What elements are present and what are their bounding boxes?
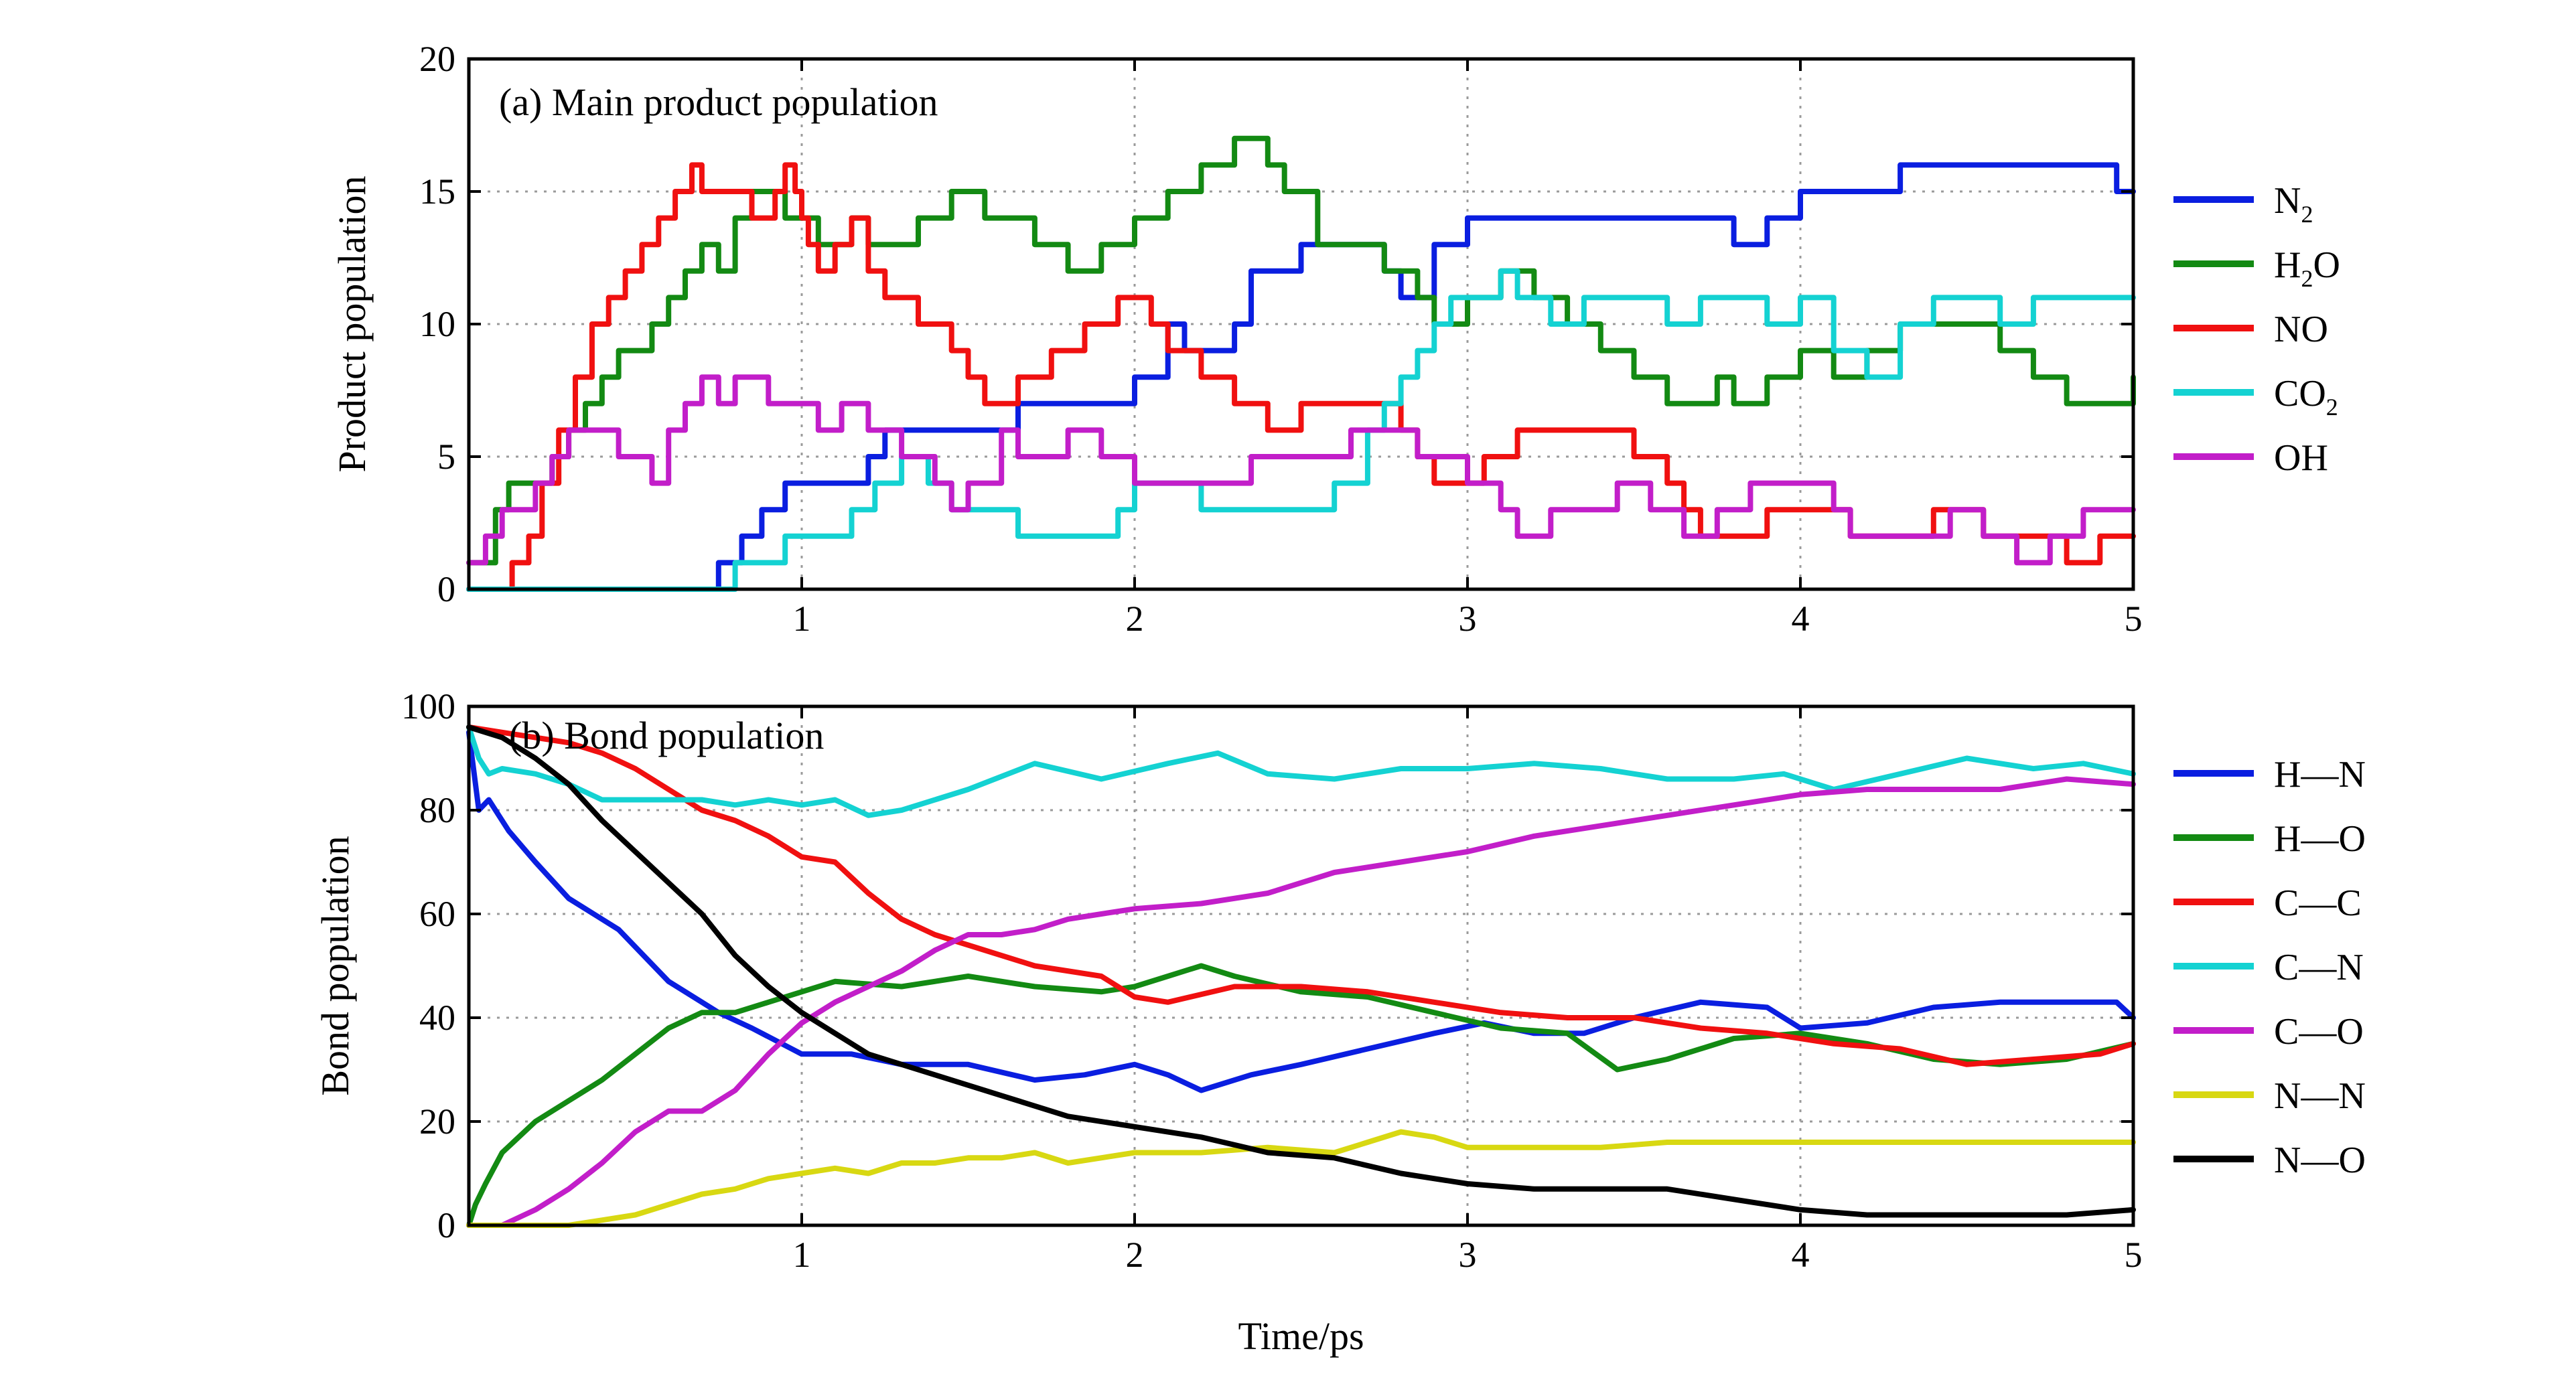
x-tick-label: 4 — [1792, 1235, 1810, 1275]
legend-label: N2 — [2274, 180, 2313, 228]
y-tick-label: 0 — [437, 1205, 455, 1245]
legend-label: H—O — [2274, 818, 2366, 860]
chart-b-title: (b) Bond population — [509, 714, 824, 757]
series-group-a — [466, 135, 2136, 592]
series-line-c-o — [466, 776, 2136, 1228]
plot-frame-b — [467, 704, 2135, 1227]
legend-label-text: H—N — [2274, 754, 2366, 795]
legend-item-h2o: H2O — [2173, 244, 2340, 292]
chart-b: 1 2 3 4 5 0 20 40 60 80 100 (b) Bond population Bo… — [313, 686, 2366, 1358]
y-tick-label: 15 — [419, 171, 455, 212]
y-tick-label: 0 — [437, 569, 455, 609]
x-tick-label: 5 — [2125, 1235, 2143, 1275]
ticks-b: 1 2 3 4 5 0 20 40 60 80 100 — [401, 686, 2143, 1275]
legend-label: NO — [2274, 309, 2328, 350]
legend-label: H—N — [2274, 754, 2366, 795]
legend-label: C—N — [2274, 947, 2364, 988]
legend-item-n-o: N—O — [2173, 1140, 2366, 1181]
y-tick-label: 20 — [419, 39, 455, 79]
legend-label-text: NO — [2274, 309, 2328, 350]
legend-label-text: N — [2274, 180, 2301, 222]
series-line-n2 — [466, 162, 2136, 592]
series-line-oh — [466, 374, 2136, 566]
series-line-c-c — [466, 724, 2136, 1067]
series-line-n-n — [466, 1129, 2136, 1228]
legend-label-text: C—O — [2274, 1011, 2364, 1053]
legend-item-h-o: H—O — [2173, 818, 2366, 860]
series-group-b — [466, 724, 2136, 1228]
legend-label-text: CO — [2274, 373, 2326, 414]
legend-label-subscript: 2 — [2326, 394, 2338, 420]
x-tick-label: 5 — [2125, 599, 2143, 639]
legend-item-oh: OH — [2173, 437, 2328, 479]
y-tick-label: 60 — [419, 894, 455, 934]
y-tick-label: 80 — [419, 790, 455, 830]
series-line-h-n — [466, 729, 2136, 1093]
x-tick-label: 1 — [793, 599, 811, 639]
y-tick-label: 5 — [437, 437, 455, 477]
legend-label: OH — [2274, 437, 2328, 479]
legend-label-text: H—O — [2274, 818, 2366, 860]
legend-label: H2O — [2274, 244, 2340, 292]
x-tick-label: 1 — [793, 1235, 811, 1275]
x-tick-label: 3 — [1459, 1235, 1477, 1275]
legend-item-no: NO — [2173, 309, 2328, 350]
legend-label-text: N—O — [2274, 1140, 2366, 1181]
legend-item-h-n: H—N — [2173, 754, 2366, 795]
y-tick-label: 40 — [419, 998, 455, 1038]
legend-label-text: H — [2274, 244, 2301, 286]
legend-label-text: N—N — [2274, 1075, 2366, 1117]
legend-label-subscript: 2 — [2301, 201, 2313, 228]
legend-label-text: OH — [2274, 437, 2328, 479]
legend-label: C—C — [2274, 882, 2362, 924]
legend-label: N—O — [2274, 1140, 2366, 1181]
legend-label: C—O — [2274, 1011, 2364, 1053]
legend-item-c-o: C—O — [2173, 1011, 2364, 1053]
legend-label-text: C—N — [2274, 947, 2364, 988]
x-tick-label: 2 — [1126, 1235, 1144, 1275]
legend-label-text: C—C — [2274, 882, 2362, 924]
x-tick-label: 2 — [1126, 599, 1144, 639]
legend-label-subscript: 2 — [2301, 265, 2313, 292]
legend-item-co2: CO2 — [2173, 373, 2338, 420]
series-line-h2o — [466, 135, 2136, 566]
legend-item-n2: N2 — [2173, 180, 2313, 228]
y-tick-label: 100 — [401, 686, 455, 726]
chart-x-axis-label: Time/ps — [1238, 1314, 1364, 1358]
legend-b: H—N H—O C—C C—N C—O N—N N—O — [2173, 754, 2366, 1181]
x-tick-label: 4 — [1792, 599, 1810, 639]
chart-b-y-axis-label: Bond population — [313, 836, 357, 1095]
legend-label: N—N — [2274, 1075, 2366, 1117]
legend-item-c-n: C—N — [2173, 947, 2364, 988]
series-line-c-n — [466, 724, 2136, 818]
legend-label: CO2 — [2274, 373, 2338, 420]
y-tick-label: 10 — [419, 304, 455, 344]
legend-item-n-n: N—N — [2173, 1075, 2366, 1117]
chart-a: 1 2 3 4 5 0 5 10 15 20 (a) Main product populatio… — [330, 39, 2340, 639]
x-tick-label: 3 — [1459, 599, 1477, 639]
chart-a-title: (a) Main product population — [499, 80, 938, 124]
series-line-no — [466, 162, 2136, 592]
legend-item-c-c: C—C — [2173, 882, 2362, 924]
legend-label-text-2: O — [2313, 244, 2340, 286]
y-tick-label: 20 — [419, 1101, 455, 1142]
ticks-a: 1 2 3 4 5 0 5 10 15 20 — [419, 39, 2143, 639]
chart-a-y-axis-label: Product population — [330, 175, 374, 472]
series-line-n-o — [466, 724, 2136, 1218]
